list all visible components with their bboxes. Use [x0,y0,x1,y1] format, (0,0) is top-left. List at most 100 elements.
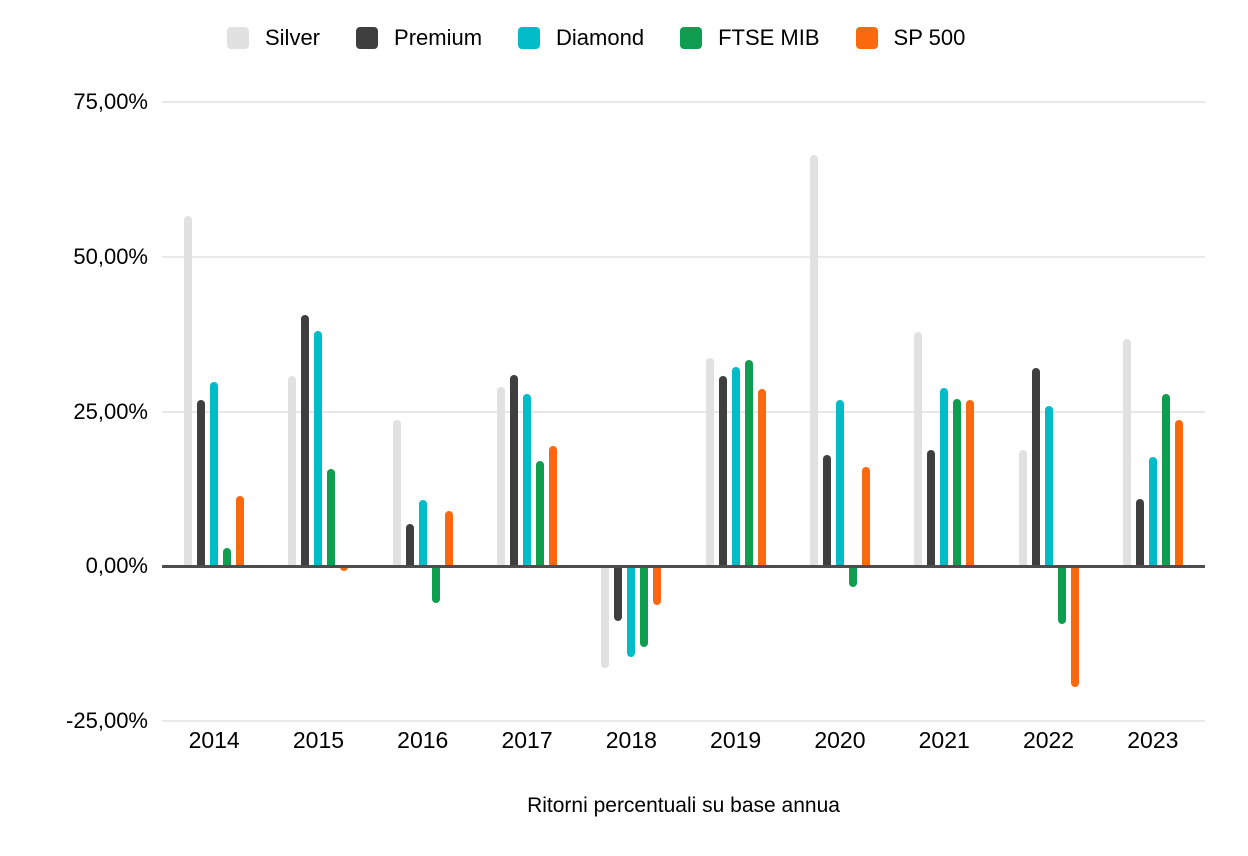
x-tick-label-2023: 2023 [1127,727,1179,753]
bar-premium-2015 [301,314,310,567]
x-tick-label-2017: 2017 [501,727,553,753]
bar-group-2015 [266,102,370,721]
bar-diamond-2018 [627,566,636,657]
gridline [162,101,1205,103]
bar-ftse-mib-2022 [1057,566,1066,624]
gridline [162,410,1205,413]
bar-silver-2016 [392,420,401,567]
bar-ftse-mib-2014 [223,547,232,567]
bar-ftse-mib-2021 [953,399,962,567]
x-tick-label-2021: 2021 [918,727,970,753]
y-tick-label: 50,00% [73,243,148,269]
bar-group-2017 [475,102,579,721]
bar-diamond-2015 [314,331,323,567]
legend-swatch-icon [518,27,541,49]
bar-premium-2021 [927,449,936,567]
bar-silver-2023 [1122,339,1131,567]
x-axis-title: Ritorni percentuali su base annua [527,794,840,817]
bar-groups [162,102,1205,721]
bar-sp-500-2016 [444,510,453,567]
legend-swatch-icon [855,27,878,49]
bar-diamond-2017 [523,394,532,567]
bar-sp-500-2020 [861,466,870,567]
x-tick-label-2014: 2014 [188,727,240,753]
x-tick-label-2022: 2022 [1022,727,1075,753]
bar-ftse-mib-2023 [1161,394,1170,567]
bar-diamond-2020 [835,399,844,567]
gridline [162,720,1205,722]
bar-silver-2014 [184,215,193,567]
bar-sp-500-2014 [236,495,245,567]
bar-silver-2021 [914,331,923,567]
bar-group-2019 [683,102,787,721]
bar-ftse-mib-2020 [848,566,857,587]
x-tick-label-2016: 2016 [397,727,449,753]
bar-premium-2023 [1135,498,1144,567]
bar-silver-2019 [705,358,714,567]
bar-silver-2017 [497,387,506,567]
bar-premium-2018 [614,566,623,622]
bar-premium-2022 [1031,368,1040,567]
bar-silver-2020 [809,154,818,567]
bar-group-2020 [788,102,892,721]
gridline [162,255,1205,258]
bar-premium-2014 [197,400,206,567]
y-tick-label: -25,00% [66,708,148,733]
bar-sp-500-2022 [1070,566,1079,687]
x-tick-label-2015: 2015 [292,727,345,753]
bar-sp-500-2017 [549,445,558,567]
bar-sp-500-2018 [653,566,662,605]
bar-diamond-2016 [418,500,427,567]
bar-ftse-mib-2017 [536,461,545,567]
legend-item-ftse-mib: FTSE MIB [680,25,820,50]
bar-diamond-2023 [1148,457,1157,567]
bar-ftse-mib-2016 [431,566,440,604]
bar-sp-500-2023 [1174,420,1183,567]
bar-ftse-mib-2015 [327,469,336,567]
bar-diamond-2019 [731,366,740,567]
bar-group-2018 [579,102,683,721]
bar-group-2022 [996,102,1100,721]
x-tick-label-2020: 2020 [814,727,866,753]
bar-premium-2019 [718,376,727,567]
y-tick-label: 25,00% [73,398,148,424]
legend-item-silver: Silver [227,27,320,49]
bar-silver-2015 [288,376,297,567]
bar-group-2016 [371,102,475,721]
zero-axis-line [162,564,1205,568]
chart-legend: Silver Premium Diamond FTSE MIB SP 500 [227,27,965,49]
bar-sp-500-2019 [757,388,766,567]
bar-sp-500-2021 [966,400,975,567]
legend-swatch-icon [680,27,703,49]
legend-label: Diamond [556,25,645,50]
y-tick-label: 75,00% [73,89,148,114]
legend-label: Premium [394,25,483,50]
bar-diamond-2021 [940,387,949,567]
bar-premium-2017 [510,374,519,567]
legend-swatch-icon [227,27,249,49]
bar-ftse-mib-2018 [640,566,649,647]
x-tick-label-2018: 2018 [605,727,657,753]
bar-sp-500-2015 [340,566,349,571]
legend-swatch-icon [356,27,379,49]
x-tick-label-2019: 2019 [710,727,762,753]
bar-group-2021 [892,102,996,721]
x-axis-labels: 2014 2015 2016 2017 2018 2019 2020 2021 2022 2023 [162,729,1205,752]
legend-label: Silver [265,25,321,50]
plot-area: 75,00% 50,00% 25,00% 0,00% -25,00% [66,91,1205,732]
legend-item-sp-500: SP 500 [855,25,966,50]
bar-diamond-2014 [210,381,219,567]
bar-diamond-2022 [1044,405,1053,567]
bar-premium-2020 [822,455,831,567]
bar-silver-2018 [601,566,610,668]
legend-label: SP 500 [893,25,966,50]
bar-ftse-mib-2019 [744,359,753,567]
bar-silver-2022 [1018,450,1027,567]
legend-item-premium: Premium [356,27,482,49]
legend-label: FTSE MIB [718,25,820,50]
y-tick-label: 0,00% [85,553,148,579]
bar-premium-2016 [405,524,414,567]
bar-group-2023 [1101,102,1205,721]
legend-item-diamond: Diamond [518,27,644,49]
